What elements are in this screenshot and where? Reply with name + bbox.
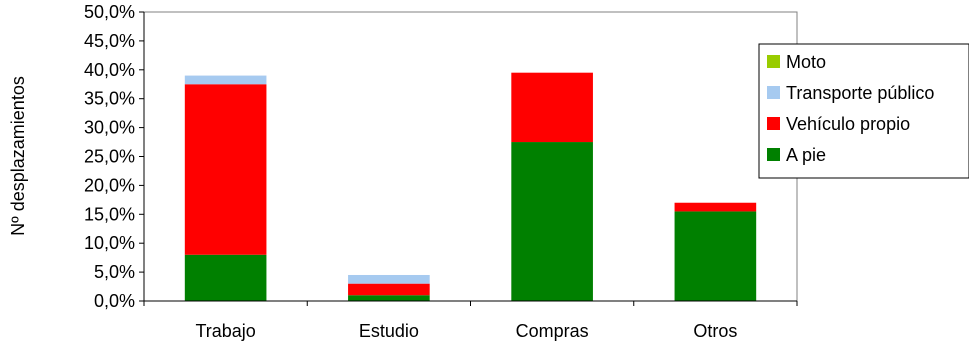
legend-swatch — [767, 55, 780, 68]
y-tick-label: 40,0% — [84, 60, 135, 80]
legend-label: A pie — [786, 145, 826, 165]
legend: Moto Transporte público Vehículo propio A p… — [758, 43, 969, 179]
y-tick-label: 20,0% — [84, 175, 135, 195]
bars — [184, 72, 757, 301]
category-label: Otros — [693, 321, 737, 341]
y-tick-label: 25,0% — [84, 147, 135, 167]
bar-segment — [348, 274, 430, 284]
legend-label: Moto — [786, 52, 826, 72]
legend-label: Transporte público — [786, 83, 934, 103]
bar-segment — [348, 295, 430, 301]
category-label: Trabajo — [195, 321, 255, 341]
legend-label: Vehículo propio — [786, 114, 910, 134]
bar-segment — [674, 202, 757, 212]
x-axis: Trabajo Estudio Compras Otros — [143, 300, 798, 341]
category-label: Estudio — [359, 321, 419, 341]
y-tick-label: 15,0% — [84, 204, 135, 224]
bar-segment — [348, 283, 430, 296]
category-label: Compras — [516, 321, 589, 341]
bar-segment — [184, 254, 267, 301]
y-axis-label: Nº desplazamientos — [8, 76, 28, 236]
y-tick-label: 0,0% — [94, 291, 135, 311]
legend-swatch — [767, 86, 780, 99]
y-axis: 0,0% 5,0% 10,0% 15,0% 20,0% 25,0% 30,0% 35,0% 40… — [84, 2, 145, 311]
bar-segment — [511, 142, 593, 301]
y-tick-label: 45,0% — [84, 31, 135, 51]
bar-segment — [674, 211, 757, 301]
y-tick-label: 35,0% — [84, 89, 135, 109]
y-tick-label: 10,0% — [84, 233, 135, 253]
bar-segment — [511, 72, 593, 143]
legend-swatch — [767, 117, 780, 130]
bar-segment — [184, 84, 267, 255]
y-tick-label: 5,0% — [94, 262, 135, 282]
y-tick-label: 50,0% — [84, 2, 135, 22]
y-tick-label: 30,0% — [84, 118, 135, 138]
bar-segment — [184, 75, 267, 85]
legend-box — [758, 43, 969, 179]
legend-swatch — [767, 148, 780, 161]
